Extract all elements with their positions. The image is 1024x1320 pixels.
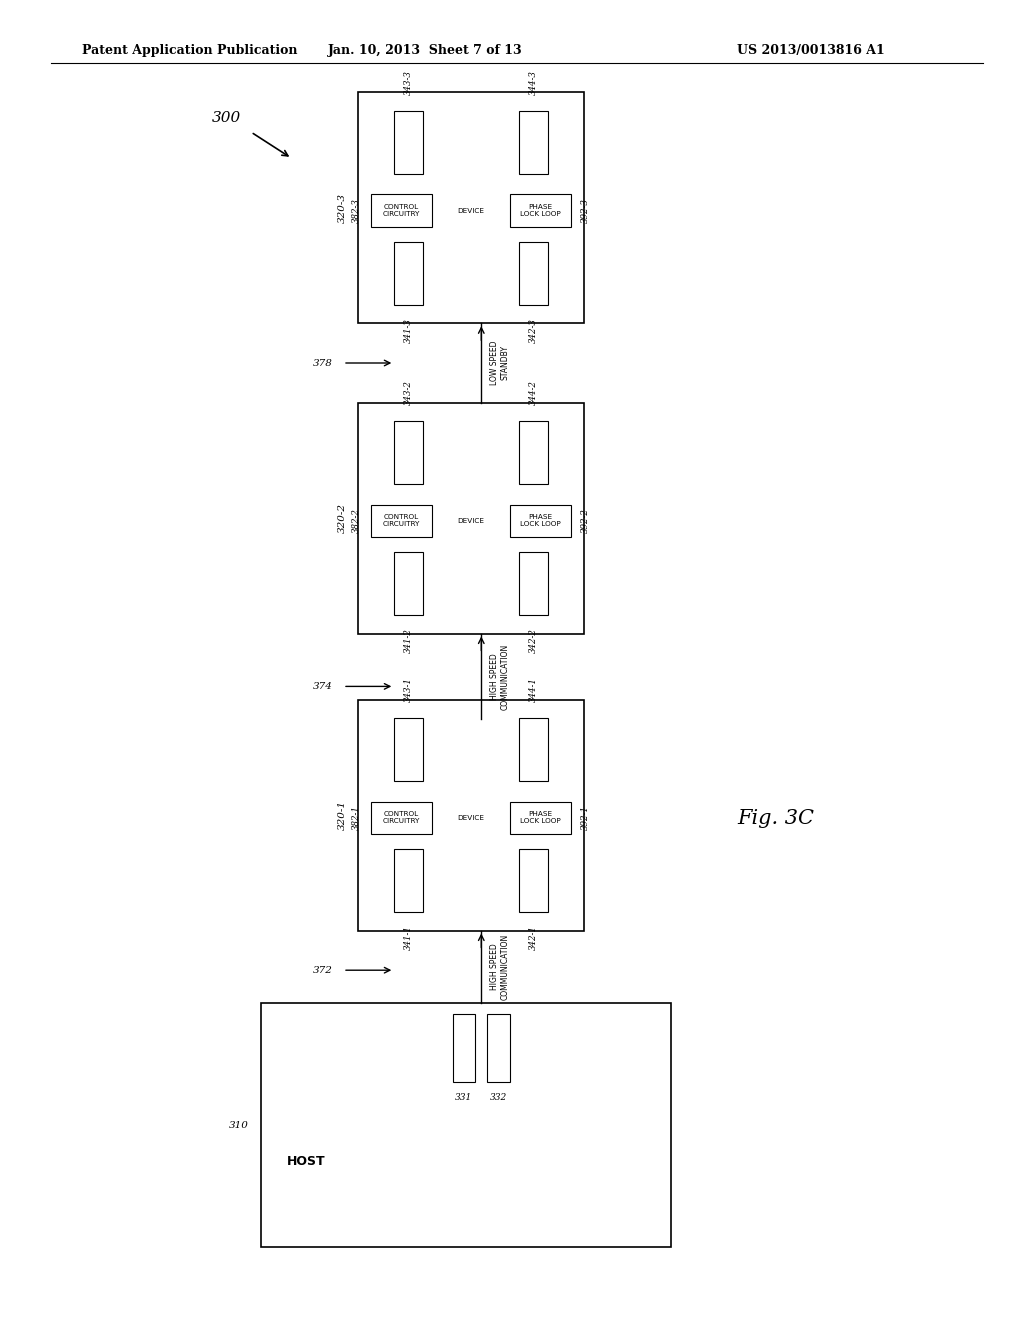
Text: 382-2: 382-2 [352,508,360,533]
Bar [358,700,584,931]
Text: PHASE
LOCK LOOP: PHASE LOCK LOOP [520,205,561,218]
Text: 341-3: 341-3 [404,318,413,343]
Text: 374: 374 [313,682,333,690]
Text: 300: 300 [211,111,241,125]
Bar [519,421,548,484]
Bar [510,194,571,227]
Text: 344-2: 344-2 [529,380,538,405]
Bar [519,849,548,912]
Bar [394,421,423,484]
Text: 378: 378 [313,359,333,367]
Text: LOW SPEED
STANDBY: LOW SPEED STANDBY [490,341,509,385]
Text: HOST: HOST [287,1155,326,1168]
Bar [394,849,423,912]
Text: CONTROL
CIRCUITRY: CONTROL CIRCUITRY [383,515,420,528]
Text: CONTROL
CIRCUITRY: CONTROL CIRCUITRY [383,812,420,825]
Text: 342-1: 342-1 [529,925,538,950]
Text: 382-1: 382-1 [352,805,360,830]
Text: 341-2: 341-2 [404,628,413,653]
Text: 320-1: 320-1 [338,800,346,830]
Text: 343-2: 343-2 [404,380,413,405]
Text: 342-2: 342-2 [529,628,538,653]
Text: HIGH SPEED
COMMUNICATION: HIGH SPEED COMMUNICATION [490,933,509,1001]
Text: DEVICE: DEVICE [458,207,484,214]
Bar [510,504,571,537]
Text: 341-1: 341-1 [404,925,413,950]
Text: Fig. 3C: Fig. 3C [737,809,814,828]
Text: PHASE
LOCK LOOP: PHASE LOCK LOOP [520,812,561,825]
Text: 343-1: 343-1 [404,677,413,702]
Text: Jan. 10, 2013  Sheet 7 of 13: Jan. 10, 2013 Sheet 7 of 13 [328,44,522,57]
Text: 332: 332 [490,1093,507,1102]
Bar [453,1014,475,1082]
Bar [371,801,432,834]
Text: 343-3: 343-3 [404,70,413,95]
Bar [510,801,571,834]
Text: 320-2: 320-2 [338,503,346,533]
Bar [394,552,423,615]
Text: 392-2: 392-2 [582,508,590,533]
Text: 310: 310 [229,1121,249,1130]
Text: 342-3: 342-3 [529,318,538,343]
Text: US 2013/0013816 A1: US 2013/0013816 A1 [737,44,885,57]
Bar [519,111,548,174]
Text: 382-3: 382-3 [352,198,360,223]
Bar [519,718,548,781]
Bar [394,111,423,174]
Text: 344-3: 344-3 [529,70,538,95]
Bar [394,242,423,305]
Bar [358,92,584,323]
Text: HIGH SPEED
COMMUNICATION: HIGH SPEED COMMUNICATION [490,643,509,710]
Text: DEVICE: DEVICE [458,517,484,524]
Text: PHASE
LOCK LOOP: PHASE LOCK LOOP [520,515,561,528]
Text: DEVICE: DEVICE [458,814,484,821]
Bar [358,403,584,634]
Text: 392-1: 392-1 [582,805,590,830]
Text: 392-3: 392-3 [582,198,590,223]
Text: 372: 372 [313,966,333,974]
Text: Patent Application Publication: Patent Application Publication [82,44,297,57]
Bar [261,1003,671,1247]
Bar [371,194,432,227]
Bar [394,718,423,781]
Bar [519,242,548,305]
Bar [371,504,432,537]
Text: 344-1: 344-1 [529,677,538,702]
Text: CONTROL
CIRCUITRY: CONTROL CIRCUITRY [383,205,420,218]
Bar [519,552,548,615]
Text: 320-3: 320-3 [338,193,346,223]
Bar [487,1014,510,1082]
Text: 331: 331 [456,1093,472,1102]
